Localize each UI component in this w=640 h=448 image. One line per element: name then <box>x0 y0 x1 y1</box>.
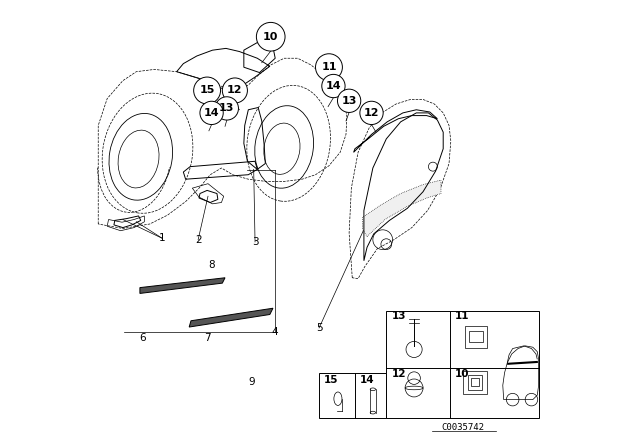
Polygon shape <box>362 180 441 237</box>
Circle shape <box>322 74 345 98</box>
Text: 8: 8 <box>208 260 215 270</box>
Circle shape <box>200 101 223 125</box>
Text: 7: 7 <box>204 333 211 343</box>
Circle shape <box>194 77 221 104</box>
Text: 6: 6 <box>140 333 147 343</box>
Text: 13: 13 <box>341 96 357 106</box>
Text: 13: 13 <box>219 103 234 113</box>
Bar <box>319 373 387 418</box>
Text: 11: 11 <box>321 62 337 72</box>
Text: 13: 13 <box>392 311 406 321</box>
Circle shape <box>257 22 285 51</box>
Text: 12: 12 <box>227 86 243 95</box>
Text: 3: 3 <box>252 237 259 247</box>
Text: 14: 14 <box>326 81 341 91</box>
Text: 12: 12 <box>392 369 406 379</box>
Bar <box>387 311 539 418</box>
Text: 4: 4 <box>271 327 278 337</box>
Text: 10: 10 <box>263 32 278 42</box>
Text: 12: 12 <box>364 108 380 118</box>
Circle shape <box>316 54 342 81</box>
Text: 9: 9 <box>248 377 255 387</box>
Text: 14: 14 <box>204 108 220 118</box>
Text: 1: 1 <box>159 233 166 243</box>
Circle shape <box>360 101 383 125</box>
Circle shape <box>222 78 248 103</box>
Text: 15: 15 <box>200 86 215 95</box>
Text: C0035742: C0035742 <box>442 423 485 432</box>
Text: 14: 14 <box>360 375 374 385</box>
Text: 15: 15 <box>324 375 338 385</box>
Text: 10: 10 <box>454 369 469 379</box>
Text: 11: 11 <box>454 311 469 321</box>
Circle shape <box>215 97 239 120</box>
Polygon shape <box>140 278 225 293</box>
Polygon shape <box>189 308 273 327</box>
Text: 5: 5 <box>316 323 323 333</box>
Text: 2: 2 <box>195 235 202 245</box>
Circle shape <box>337 89 361 112</box>
